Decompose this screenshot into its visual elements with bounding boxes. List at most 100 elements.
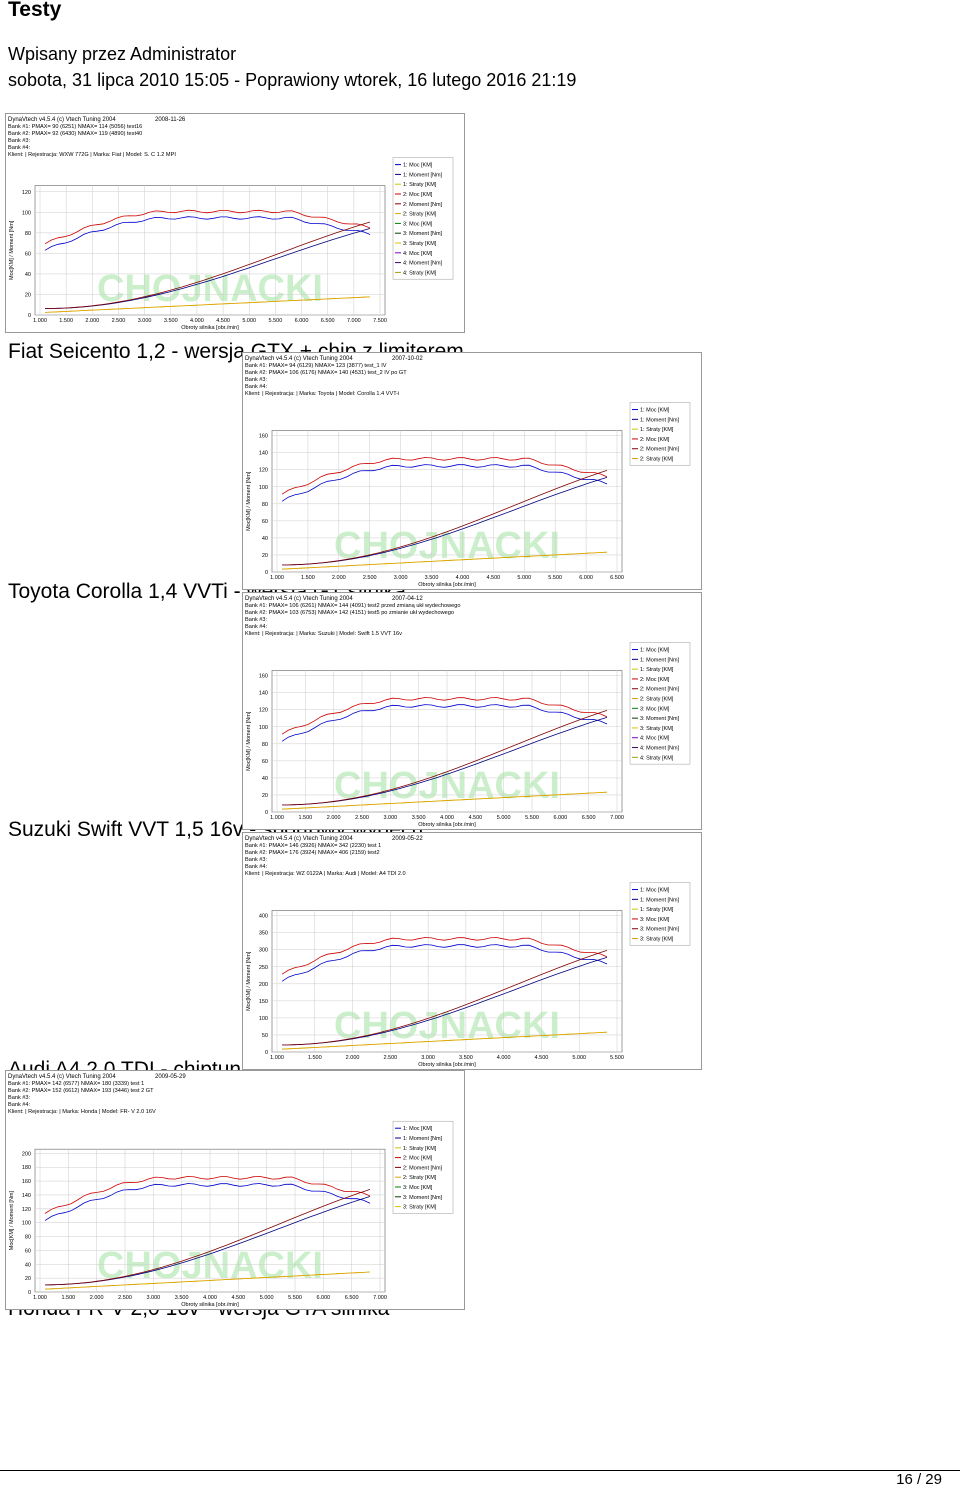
torque-curve [281,457,608,495]
y-tick-label: 180 [22,1165,31,1171]
legend-label: 4: Moc [KM] [640,736,670,742]
legend-label: 3: Moc [KM] [403,221,433,227]
legend-label: 1: Moment [Nm] [640,417,680,423]
power-curve [282,950,608,1046]
y-tick-label: 120 [22,190,31,196]
test-date: 2009-05-29 [155,1074,186,1080]
x-tick-label: 4.000 [497,1055,511,1061]
torque-curve [281,937,608,975]
y-tick-label: 100 [22,210,31,216]
header-line: Bank #4: [8,1102,31,1108]
header-line: Bank #3: [8,138,31,144]
y-tick-label: 60 [25,1248,31,1254]
x-tick-label: 5.000 [517,575,531,581]
software: DynaVtech v4.5.4 (c) Vtech Tuning 2004 [245,356,353,362]
header-line: Bank #1: PMAX= 146 (3926) NMAX= 342 (223… [245,843,381,849]
y-tick-label: 20 [25,1276,31,1282]
legend-label: 1: Moc [KM] [640,648,670,654]
legend-label: 3: Moment [Nm] [640,716,680,722]
legend-label: 2: Moc [KM] [640,677,670,683]
x-tick-label: 4.000 [190,318,204,324]
power-curve [282,710,608,806]
legend-label: 2: Moment [Nm] [403,1165,443,1171]
legend-box [629,882,691,946]
y-tick-label: 0 [28,1290,31,1296]
x-tick-label: 3.500 [175,1295,189,1301]
legend-box [629,642,691,765]
x-tick-label: 4.500 [468,815,482,821]
y-axis-label: Moc[KM] / Moment [Nm] [246,711,252,771]
x-tick-label: 1.000 [270,815,284,821]
x-axis-label: Obroty silnika [obr./min] [418,822,476,828]
loss-curve [281,551,608,570]
x-tick-label: 6.500 [321,318,335,324]
watermark: CHOJNACKI [97,268,323,310]
legend-label: 4: Moment [Nm] [640,746,680,752]
x-tick-label: 1.500 [298,815,312,821]
software: DynaVtech v4.5.4 (c) Vtech Tuning 2004 [245,836,353,842]
x-tick-label: 5.000 [260,1295,274,1301]
legend-label: 3: Moc [KM] [640,706,670,712]
y-tick-label: 60 [262,759,268,765]
software: DynaVtech v4.5.4 (c) Vtech Tuning 2004 [245,596,353,602]
footer-rule [0,1470,960,1471]
y-tick-label: 120 [22,1207,31,1213]
author: Wpisany przez Administrator [8,44,237,64]
power-curve [44,1189,371,1286]
y-tick-label: 160 [22,1179,31,1185]
y-tick-label: 80 [262,742,268,748]
legend-label: 1: Moc [KM] [403,163,433,169]
legend-label: 3: Straty [KM] [403,241,437,247]
legend-box [629,402,691,466]
x-tick-label: 6.500 [345,1295,359,1301]
y-tick-label: 400 [259,914,268,920]
torque-curve [281,944,608,982]
x-axis-label: Obroty silnika [obr./min] [418,1062,476,1068]
y-tick-label: 160 [259,434,268,440]
torque-curve [44,1175,371,1214]
x-tick-label: 5.500 [269,318,283,324]
header-line: Bank #4: [8,145,31,151]
legend-label: 3: Straty [KM] [640,726,674,732]
software: DynaVtech v4.5.4 (c) Vtech Tuning 2004 [8,117,116,123]
x-tick-label: 6.500 [610,575,624,581]
legend-label: 1: Moment [Nm] [640,897,680,903]
legend-label: 1: Moment [Nm] [403,172,443,178]
x-tick-label: 2.000 [85,318,99,324]
x-tick-label: 5.500 [288,1295,302,1301]
y-tick-label: 250 [259,965,268,971]
legend-label: 2: Moment [Nm] [403,202,443,208]
x-axis-label: Obroty silnika [obr./min] [181,1302,239,1308]
header-line: Klient: | Rejestracja: | Marka: Toyota |… [245,391,399,397]
y-tick-label: 20 [25,292,31,298]
plot-area [271,910,623,1053]
legend-label: 3: Moc [KM] [640,917,670,923]
x-tick-label: 5.500 [548,575,562,581]
test-date: 2007-04-12 [392,596,423,602]
legend-label: 3: Straty [KM] [403,1205,437,1211]
header-line: Bank #2: PMAX= 103 (6753) NMAX= 142 (415… [245,610,454,616]
x-tick-label: 6.000 [316,1295,330,1301]
x-tick-label: 2.500 [383,1055,397,1061]
power-curve [282,470,608,566]
x-tick-label: 3.000 [138,318,152,324]
dyno-chart: DynaVtech v4.5.4 (c) Vtech Tuning 2004 20… [242,352,702,590]
y-tick-label: 140 [259,451,268,457]
legend-label: 1: Straty [KM] [403,1146,437,1152]
header-line: Bank #2: PMAX= 106 (6176) NMAX= 140 (453… [245,370,407,376]
y-tick-label: 300 [259,948,268,954]
x-tick-label: 4.500 [486,575,500,581]
x-tick-label: 3.500 [164,318,178,324]
x-tick-label: 7.000 [373,1295,387,1301]
x-tick-label: 5.000 [242,318,256,324]
header-line: Klient: | Rejestracja: WZ 0122A | Marka:… [245,871,406,877]
y-tick-label: 200 [259,982,268,988]
x-tick-label: 3.000 [394,575,408,581]
x-tick-label: 4.000 [456,575,470,581]
header-line: Bank #4: [245,384,268,390]
legend-label: 4: Straty [KM] [403,270,437,276]
legend-label: 1: Moc [KM] [640,408,670,414]
page-title: Testy [8,0,62,21]
header-line: Bank #2: PMAX= 92 (6430) NMAX= 119 (4890… [8,131,142,137]
legend-label: 4: Moc [KM] [403,251,433,257]
